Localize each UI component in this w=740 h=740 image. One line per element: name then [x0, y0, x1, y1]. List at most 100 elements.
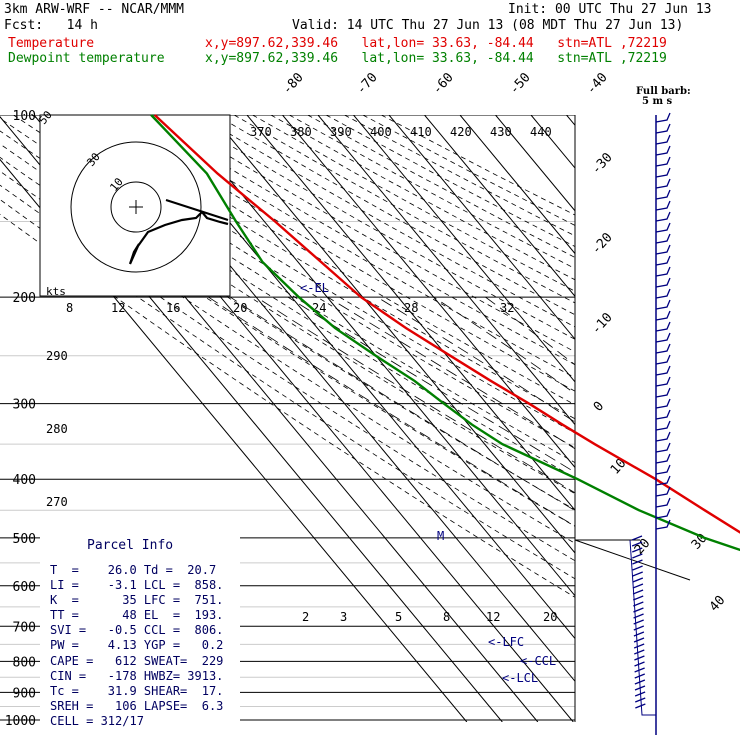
- wind-barb: [655, 266, 671, 277]
- inner-axis-label: 270: [46, 495, 68, 509]
- dry-adiabat: [160, 115, 575, 353]
- theta-label: 430: [490, 125, 512, 139]
- wind-barb: [634, 697, 646, 703]
- speed-axis-label: 12: [111, 301, 125, 315]
- wind-barb: [655, 145, 671, 156]
- wind-barb: [655, 200, 671, 211]
- speed-axis-label: 28: [404, 301, 418, 315]
- theta-label: 400: [370, 125, 392, 139]
- wind-barb-lower-staff: [629, 539, 657, 716]
- wind-barb: [655, 519, 671, 530]
- isotherm-label: -20: [589, 230, 616, 257]
- wind-barb: [634, 649, 645, 655]
- barb-legend-unit: 5 m s: [642, 96, 673, 107]
- parcel-info-title: Parcel Info: [87, 538, 174, 553]
- inner-axis-label: 290: [46, 349, 68, 363]
- wind-barb: [634, 655, 645, 661]
- wind-barb: [655, 178, 671, 189]
- pressure-tick-label: 100: [13, 109, 36, 124]
- isotherm: [282, 115, 575, 469]
- wind-barb: [655, 420, 671, 431]
- init-time: Init: 00 UTC Thu 27 Jun 13: [508, 2, 712, 17]
- temperature-curve: [153, 114, 740, 534]
- wind-barb: [655, 453, 671, 464]
- pressure-tick-label: 500: [13, 532, 36, 547]
- wind-barb: [655, 376, 671, 387]
- isotherm-label: -80: [280, 70, 307, 97]
- parcel-row: CIN = -178 HWBZ= 3913.: [50, 669, 224, 683]
- moist-adiabat: [229, 296, 575, 512]
- dewpoint-curve: [150, 114, 740, 552]
- isotherm: [317, 115, 575, 426]
- wind-barb: [655, 233, 671, 244]
- wind-barb: [633, 631, 645, 637]
- isotherm-label: -60: [430, 70, 457, 97]
- profile-curves: [150, 114, 740, 552]
- plot-border: [574, 539, 691, 581]
- pressure-tick-label: 200: [13, 291, 36, 306]
- wind-barb: [655, 486, 671, 497]
- wind-barb: [655, 431, 671, 442]
- wind-barb: [633, 643, 645, 649]
- wind-barb: [655, 508, 671, 519]
- wind-barb: [655, 332, 671, 343]
- pressure-tick-label: 700: [13, 620, 36, 635]
- wind-barb: [655, 112, 671, 123]
- wind-barb: [655, 365, 671, 376]
- mixing-ratio-label: 5: [395, 610, 402, 624]
- forecast-hour: Fcst: 14 h: [4, 18, 98, 33]
- wind-barb: [655, 299, 671, 310]
- wind-barb: [655, 398, 671, 409]
- temperature-location: x,y=897.62,339.46 lat,lon= 33.63, -84.44…: [205, 36, 667, 51]
- wind-barb: [655, 475, 671, 486]
- model-title: 3km ARW-WRF -- NCAR/MMM: [4, 2, 185, 17]
- dry-adiabat: [68, 115, 575, 420]
- wind-barb: [655, 497, 671, 508]
- level-marker: <-CCL: [520, 654, 556, 668]
- moist-adiabat: [208, 296, 575, 527]
- wind-barb: [632, 583, 644, 589]
- wind-barb: [634, 667, 645, 673]
- dry-adiabat: [344, 115, 575, 237]
- wind-barb: [655, 310, 671, 321]
- wind-barb: [632, 565, 643, 571]
- level-marker: <-EL: [300, 281, 329, 295]
- wind-barb: [632, 559, 643, 565]
- parcel-row: CAPE = 612 SWEAT= 229: [50, 654, 224, 668]
- dry-adiabat: [0, 130, 575, 495]
- temperature-legend: Temperature: [8, 36, 95, 51]
- isotherm: [353, 115, 575, 383]
- wind-barb: [655, 354, 671, 365]
- parcel-row: LI = -3.1 LCL = 858.: [50, 578, 224, 592]
- parcel-row: SREH = 106 LAPSE= 6.3: [50, 699, 224, 713]
- wind-barb: [633, 637, 645, 643]
- dry-adiabat: [0, 156, 575, 527]
- pressure-tick-label: 1000: [5, 714, 36, 729]
- wind-barb: [655, 189, 671, 200]
- pressure-tick-label: 900: [13, 686, 36, 701]
- wind-barb: [655, 123, 671, 134]
- wind-barb: [632, 553, 643, 559]
- wind-barb: [655, 156, 671, 167]
- hodograph-unit: kts: [46, 285, 66, 298]
- pressure-tick-label: 300: [13, 398, 36, 413]
- isotherm-label: 0: [591, 399, 607, 415]
- theta-label: 380: [290, 125, 312, 139]
- parcel-row: CELL = 312/17: [50, 714, 144, 728]
- speed-axis-label: 20: [233, 301, 247, 315]
- parcel-row: TT = 48 EL = 193.: [50, 608, 224, 622]
- mixing-ratio-label: 20: [543, 610, 557, 624]
- parcel-row: Tc = 31.9 SHEAR= 17.: [50, 684, 224, 698]
- parcel-info-panel: Parcel Info T = 26.0 Td = 20.7 LI = -3.1…: [40, 537, 240, 740]
- level-marker: <-LCL: [502, 671, 538, 685]
- dry-adiabat: [215, 115, 575, 316]
- dewpoint-location: x,y=897.62,339.46 lat,lon= 33.63, -84.44…: [205, 51, 667, 66]
- wind-barb: [632, 589, 644, 595]
- dry-adiabat: [105, 115, 575, 392]
- wind-barb: [632, 571, 643, 577]
- isotherm-label: 30: [689, 531, 711, 553]
- wind-barb: [655, 244, 671, 255]
- moist-adiabat: [287, 296, 575, 473]
